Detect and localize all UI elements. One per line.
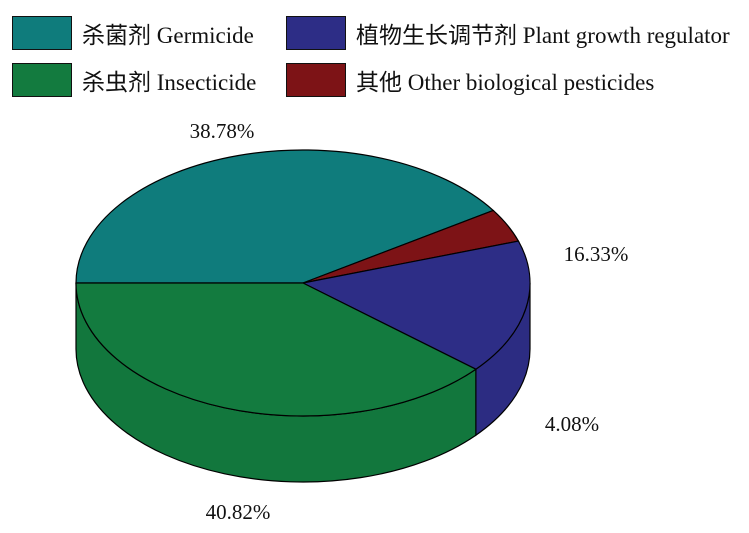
legend-swatch-plant-growth-regulator	[286, 16, 346, 50]
legend-item-plant-growth-regulator: 植物生长调节剂 Plant growth regulator	[286, 14, 730, 52]
pie-slice-insecticide	[75, 282, 478, 417]
pie-label-insecticide: 38.78%	[190, 119, 255, 143]
legend-label-germicide: 杀菌剂 Germicide	[82, 23, 254, 48]
legend-label-insecticide: 杀虫剂 Insecticide	[82, 70, 257, 95]
legend-label-plant-growth-regulator: 植物生长调节剂 Plant growth regulator	[356, 23, 730, 48]
pie-label-plant-growth-regulator: 16.33%	[564, 242, 629, 266]
legend-swatch-insecticide	[12, 63, 72, 97]
pie-label-germicide: 40.82%	[206, 500, 271, 524]
pie-labels: 40.82% 4.08% 16.33% 38.78%	[190, 119, 629, 524]
legend-label-other: 其他 Other biological pesticides	[356, 70, 655, 95]
legend-item-insecticide: 杀虫剂 Insecticide	[12, 61, 256, 99]
legend-swatch-germicide	[12, 16, 72, 50]
legend-item-germicide: 杀菌剂 Germicide	[12, 14, 254, 52]
legend-item-other: 其他 Other biological pesticides	[286, 61, 654, 99]
pie-slice-plant-growth-regulator	[301, 240, 531, 370]
legend-swatch-other	[286, 63, 346, 97]
pie-label-other: 4.08%	[545, 412, 599, 436]
pie-tops	[75, 149, 531, 417]
